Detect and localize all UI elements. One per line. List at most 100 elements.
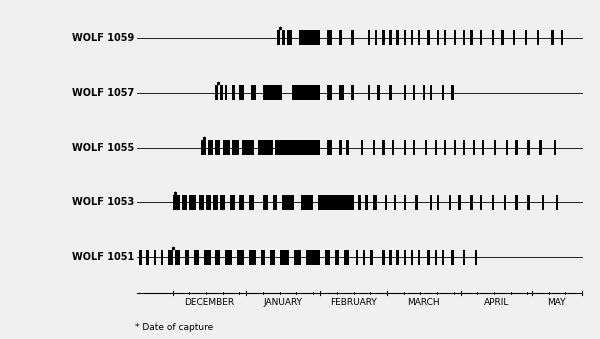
- Text: JANUARY: JANUARY: [264, 298, 303, 306]
- Bar: [339, 85, 344, 100]
- Bar: [263, 85, 282, 100]
- Bar: [382, 140, 385, 155]
- Bar: [242, 140, 254, 155]
- Bar: [263, 195, 268, 210]
- Bar: [344, 250, 349, 265]
- Bar: [368, 30, 370, 45]
- Bar: [480, 195, 482, 210]
- Bar: [339, 30, 341, 45]
- Text: WOLF 1057: WOLF 1057: [73, 87, 134, 98]
- Bar: [551, 30, 554, 45]
- Bar: [199, 195, 203, 210]
- Bar: [542, 195, 544, 210]
- Bar: [154, 250, 156, 265]
- Bar: [146, 250, 149, 265]
- Bar: [370, 250, 373, 265]
- Bar: [470, 195, 473, 210]
- Bar: [232, 140, 239, 155]
- Bar: [527, 195, 530, 210]
- Bar: [404, 30, 406, 45]
- Bar: [494, 140, 496, 155]
- Bar: [213, 195, 218, 210]
- Bar: [527, 140, 530, 155]
- Bar: [339, 140, 341, 155]
- Bar: [215, 140, 220, 155]
- Bar: [404, 250, 406, 265]
- Bar: [556, 195, 558, 210]
- Bar: [437, 30, 439, 45]
- Bar: [463, 250, 466, 265]
- Bar: [185, 250, 190, 265]
- Bar: [410, 30, 413, 45]
- Bar: [442, 85, 444, 100]
- Bar: [375, 30, 377, 45]
- Bar: [539, 140, 542, 155]
- Bar: [361, 140, 363, 155]
- Bar: [392, 140, 394, 155]
- Bar: [259, 140, 272, 155]
- Bar: [389, 250, 392, 265]
- Bar: [251, 85, 256, 100]
- Bar: [377, 85, 380, 100]
- Bar: [223, 140, 230, 155]
- Bar: [430, 85, 432, 100]
- Bar: [449, 195, 451, 210]
- Bar: [161, 250, 163, 265]
- Bar: [525, 30, 527, 45]
- Bar: [397, 30, 399, 45]
- Bar: [294, 250, 301, 265]
- Bar: [389, 85, 392, 100]
- Bar: [232, 85, 235, 100]
- Bar: [404, 85, 406, 100]
- Bar: [475, 250, 478, 265]
- Bar: [206, 195, 211, 210]
- Bar: [373, 195, 377, 210]
- Bar: [249, 195, 254, 210]
- Bar: [389, 30, 392, 45]
- Bar: [346, 140, 349, 155]
- Text: MAY: MAY: [547, 298, 565, 306]
- Bar: [203, 250, 211, 265]
- Bar: [513, 30, 515, 45]
- Bar: [506, 140, 508, 155]
- Bar: [425, 140, 427, 155]
- Bar: [261, 250, 265, 265]
- Bar: [427, 30, 430, 45]
- Bar: [328, 85, 332, 100]
- Bar: [282, 195, 294, 210]
- Bar: [220, 195, 225, 210]
- Bar: [208, 140, 213, 155]
- Bar: [473, 140, 475, 155]
- Bar: [394, 195, 397, 210]
- Bar: [434, 140, 437, 155]
- Bar: [491, 195, 494, 210]
- Bar: [415, 195, 418, 210]
- Bar: [335, 250, 339, 265]
- Bar: [451, 250, 454, 265]
- Bar: [397, 250, 399, 265]
- Bar: [182, 195, 187, 210]
- Bar: [404, 195, 406, 210]
- Text: * Date of capture: * Date of capture: [134, 323, 213, 332]
- Text: FEBRUARY: FEBRUARY: [330, 298, 377, 306]
- Bar: [225, 85, 227, 100]
- Bar: [168, 250, 173, 265]
- Bar: [482, 140, 484, 155]
- Bar: [382, 30, 385, 45]
- Bar: [470, 30, 473, 45]
- Bar: [442, 250, 444, 265]
- Bar: [385, 195, 387, 210]
- Bar: [220, 85, 223, 100]
- Bar: [463, 30, 466, 45]
- Bar: [328, 30, 332, 45]
- Bar: [318, 195, 353, 210]
- Bar: [249, 250, 256, 265]
- Bar: [491, 30, 494, 45]
- Bar: [515, 140, 518, 155]
- Bar: [299, 30, 320, 45]
- Bar: [215, 85, 218, 100]
- Bar: [272, 195, 277, 210]
- Bar: [451, 85, 454, 100]
- Bar: [458, 195, 461, 210]
- Bar: [365, 195, 368, 210]
